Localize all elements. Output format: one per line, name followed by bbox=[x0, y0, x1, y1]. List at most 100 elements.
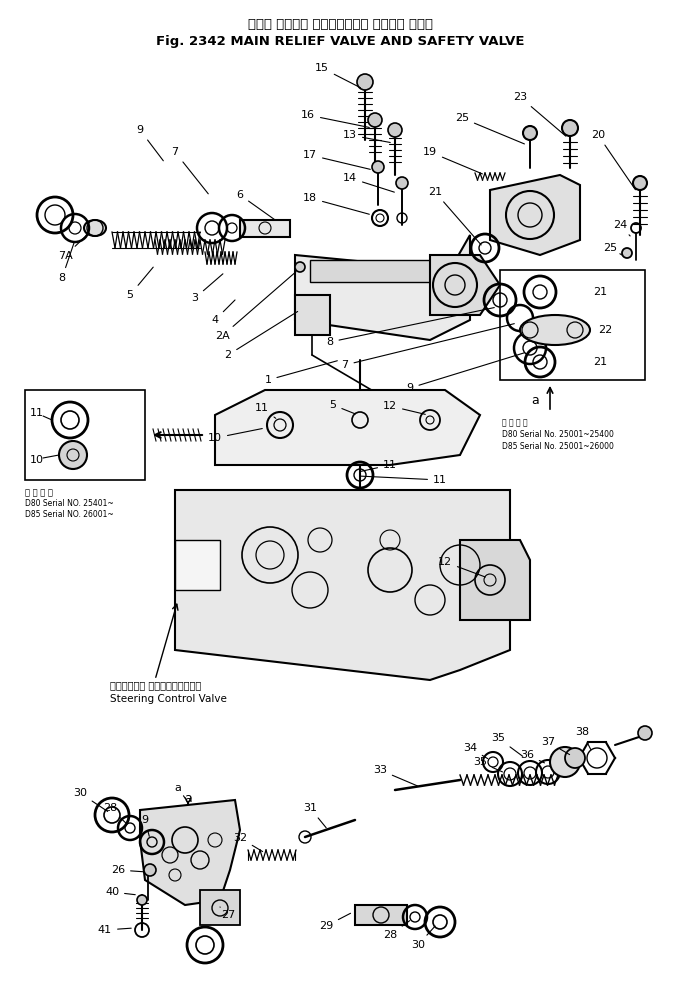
Text: 8: 8 bbox=[326, 308, 494, 347]
Circle shape bbox=[388, 123, 402, 137]
Text: Steering Control Valve: Steering Control Valve bbox=[110, 694, 227, 703]
Text: 20: 20 bbox=[591, 130, 635, 190]
Text: 22: 22 bbox=[598, 325, 612, 335]
Text: ステアリング コントロールバルブ: ステアリング コントロールバルブ bbox=[110, 680, 202, 690]
Circle shape bbox=[59, 441, 87, 469]
Circle shape bbox=[523, 126, 537, 140]
Text: 27: 27 bbox=[220, 907, 235, 920]
Text: 10: 10 bbox=[30, 455, 44, 465]
Text: 31: 31 bbox=[303, 803, 326, 828]
Text: D85 Serial No. 25001~26000: D85 Serial No. 25001~26000 bbox=[502, 442, 614, 451]
Text: a: a bbox=[174, 783, 185, 798]
Text: 25: 25 bbox=[603, 243, 622, 255]
Text: 適 用 号 機: 適 用 号 機 bbox=[25, 488, 53, 497]
Circle shape bbox=[368, 113, 382, 127]
Text: 4: 4 bbox=[211, 299, 235, 325]
Text: 5: 5 bbox=[330, 400, 355, 414]
Text: 19: 19 bbox=[423, 147, 482, 174]
Text: 23: 23 bbox=[513, 92, 566, 137]
Text: 11: 11 bbox=[255, 403, 276, 418]
Text: D80 Serial NO. 25401~: D80 Serial NO. 25401~ bbox=[25, 499, 114, 508]
Circle shape bbox=[622, 248, 632, 258]
Circle shape bbox=[638, 726, 652, 740]
Polygon shape bbox=[460, 540, 530, 620]
Ellipse shape bbox=[84, 220, 106, 236]
Text: 7: 7 bbox=[172, 147, 208, 194]
Text: 36: 36 bbox=[520, 750, 545, 763]
Bar bbox=[25, 390, 145, 480]
Bar bbox=[240, 220, 290, 237]
Text: 適 用 号 機: 適 用 号 機 bbox=[502, 418, 528, 427]
Text: D80 Serial No. 25001~25400: D80 Serial No. 25001~25400 bbox=[502, 430, 614, 439]
Text: 11: 11 bbox=[361, 475, 447, 485]
Bar bbox=[310, 260, 450, 282]
Text: 35: 35 bbox=[473, 757, 503, 772]
Text: 12: 12 bbox=[383, 401, 426, 414]
Text: 10: 10 bbox=[208, 428, 262, 443]
Text: 21: 21 bbox=[593, 357, 607, 367]
Text: 21: 21 bbox=[428, 187, 481, 245]
Bar bbox=[355, 904, 407, 925]
Circle shape bbox=[144, 864, 156, 876]
Circle shape bbox=[565, 748, 585, 768]
Circle shape bbox=[372, 161, 384, 173]
Text: 11: 11 bbox=[30, 408, 44, 418]
Text: 3: 3 bbox=[191, 273, 223, 303]
Polygon shape bbox=[295, 295, 330, 335]
Text: 9: 9 bbox=[142, 815, 149, 836]
Text: 38: 38 bbox=[575, 727, 590, 750]
Text: 11: 11 bbox=[361, 460, 397, 471]
Text: 30: 30 bbox=[411, 926, 435, 950]
Text: 6: 6 bbox=[236, 190, 276, 220]
Text: 25: 25 bbox=[455, 113, 524, 144]
Text: 29: 29 bbox=[319, 914, 351, 931]
Text: メイン リリーフ バルブ　および セフティ バルブ: メイン リリーフ バルブ および セフティ バルブ bbox=[248, 18, 433, 31]
Text: a: a bbox=[531, 394, 539, 406]
Polygon shape bbox=[490, 175, 580, 255]
Circle shape bbox=[550, 747, 580, 777]
Text: 8: 8 bbox=[59, 242, 74, 283]
Text: 9: 9 bbox=[136, 125, 163, 161]
Text: 21: 21 bbox=[593, 287, 607, 297]
Text: 33: 33 bbox=[373, 765, 417, 786]
Text: Fig. 2342 MAIN RELIEF VALVE AND SAFETY VALVE: Fig. 2342 MAIN RELIEF VALVE AND SAFETY V… bbox=[156, 35, 525, 48]
Text: 26: 26 bbox=[111, 865, 144, 875]
Text: 15: 15 bbox=[315, 63, 360, 87]
Polygon shape bbox=[295, 235, 470, 340]
Polygon shape bbox=[200, 890, 240, 925]
Text: D85 Serial NO. 26001~: D85 Serial NO. 26001~ bbox=[25, 510, 114, 519]
Text: 7A: 7A bbox=[58, 234, 88, 261]
Text: 16: 16 bbox=[301, 110, 369, 128]
Text: 2: 2 bbox=[225, 312, 298, 360]
Polygon shape bbox=[430, 255, 500, 315]
Text: 32: 32 bbox=[233, 833, 263, 851]
Text: a: a bbox=[184, 792, 192, 804]
Text: 18: 18 bbox=[303, 193, 369, 214]
Polygon shape bbox=[175, 540, 220, 590]
Bar bbox=[500, 270, 645, 380]
Text: 1: 1 bbox=[264, 361, 337, 385]
Circle shape bbox=[295, 262, 305, 272]
Text: 28: 28 bbox=[103, 803, 126, 823]
Text: 37: 37 bbox=[541, 737, 569, 755]
Text: 30: 30 bbox=[73, 788, 108, 811]
Text: 40: 40 bbox=[105, 887, 136, 897]
Text: 17: 17 bbox=[303, 150, 370, 170]
Polygon shape bbox=[140, 800, 240, 904]
Text: 12: 12 bbox=[438, 557, 486, 577]
Circle shape bbox=[562, 120, 578, 136]
Text: 34: 34 bbox=[463, 743, 488, 759]
Text: 28: 28 bbox=[383, 921, 410, 940]
Circle shape bbox=[137, 895, 147, 904]
Text: 13: 13 bbox=[343, 130, 390, 143]
Text: 14: 14 bbox=[343, 173, 394, 192]
Text: 5: 5 bbox=[127, 267, 153, 300]
Text: 2A: 2A bbox=[215, 271, 296, 341]
Polygon shape bbox=[175, 490, 510, 680]
Ellipse shape bbox=[520, 315, 590, 345]
Text: 9: 9 bbox=[407, 353, 524, 393]
Circle shape bbox=[357, 74, 373, 90]
Text: 24: 24 bbox=[613, 220, 630, 236]
Circle shape bbox=[633, 176, 647, 190]
Text: 41: 41 bbox=[98, 925, 131, 935]
